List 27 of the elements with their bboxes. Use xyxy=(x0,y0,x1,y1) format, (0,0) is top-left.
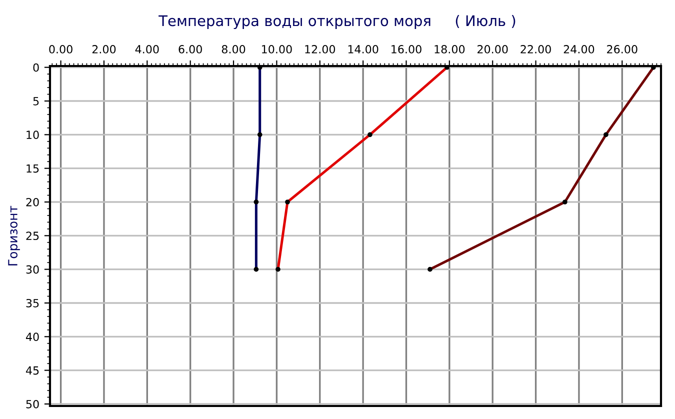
x-tick-label: 8.00 xyxy=(222,45,246,54)
chart-title: Температура воды открытого моря ( Июль ) xyxy=(158,14,516,30)
x-tick-label: 14.00 xyxy=(348,45,378,54)
y-tick-label: 5 xyxy=(33,97,39,106)
y-tick-label: 40 xyxy=(26,332,39,342)
y-tick-label: 30 xyxy=(26,265,39,274)
x-tick-label: 4.00 xyxy=(135,45,159,54)
y-tick-label: 20 xyxy=(26,198,39,206)
y-tick-label: 15 xyxy=(26,164,39,173)
x-tick-label: 26.00 xyxy=(607,45,638,54)
x-tick-label: 20.00 xyxy=(478,45,508,54)
x-tick-label: 22.00 xyxy=(520,45,551,54)
y-tick-label: 45 xyxy=(26,366,39,375)
x-tick-label: 2.00 xyxy=(92,45,116,54)
y-tick-label: 10 xyxy=(26,130,39,140)
y-tick-label: 0 xyxy=(33,63,39,72)
y-axis-title: Горизонт xyxy=(8,206,20,266)
x-tick-label: 6.00 xyxy=(178,45,202,54)
x-tick-label: 16.00 xyxy=(392,45,422,54)
x-tick-label: 12.00 xyxy=(305,45,336,54)
x-tick-label: 24.00 xyxy=(564,45,594,54)
y-tick-label: 25 xyxy=(26,232,39,240)
x-tick-label: 18.00 xyxy=(434,45,465,54)
y-tick-label: 35 xyxy=(26,298,39,308)
x-tick-label: 10.00 xyxy=(262,45,292,54)
y-tick-label: 50 xyxy=(26,400,39,408)
x-tick-label: 0.00 xyxy=(49,45,72,54)
